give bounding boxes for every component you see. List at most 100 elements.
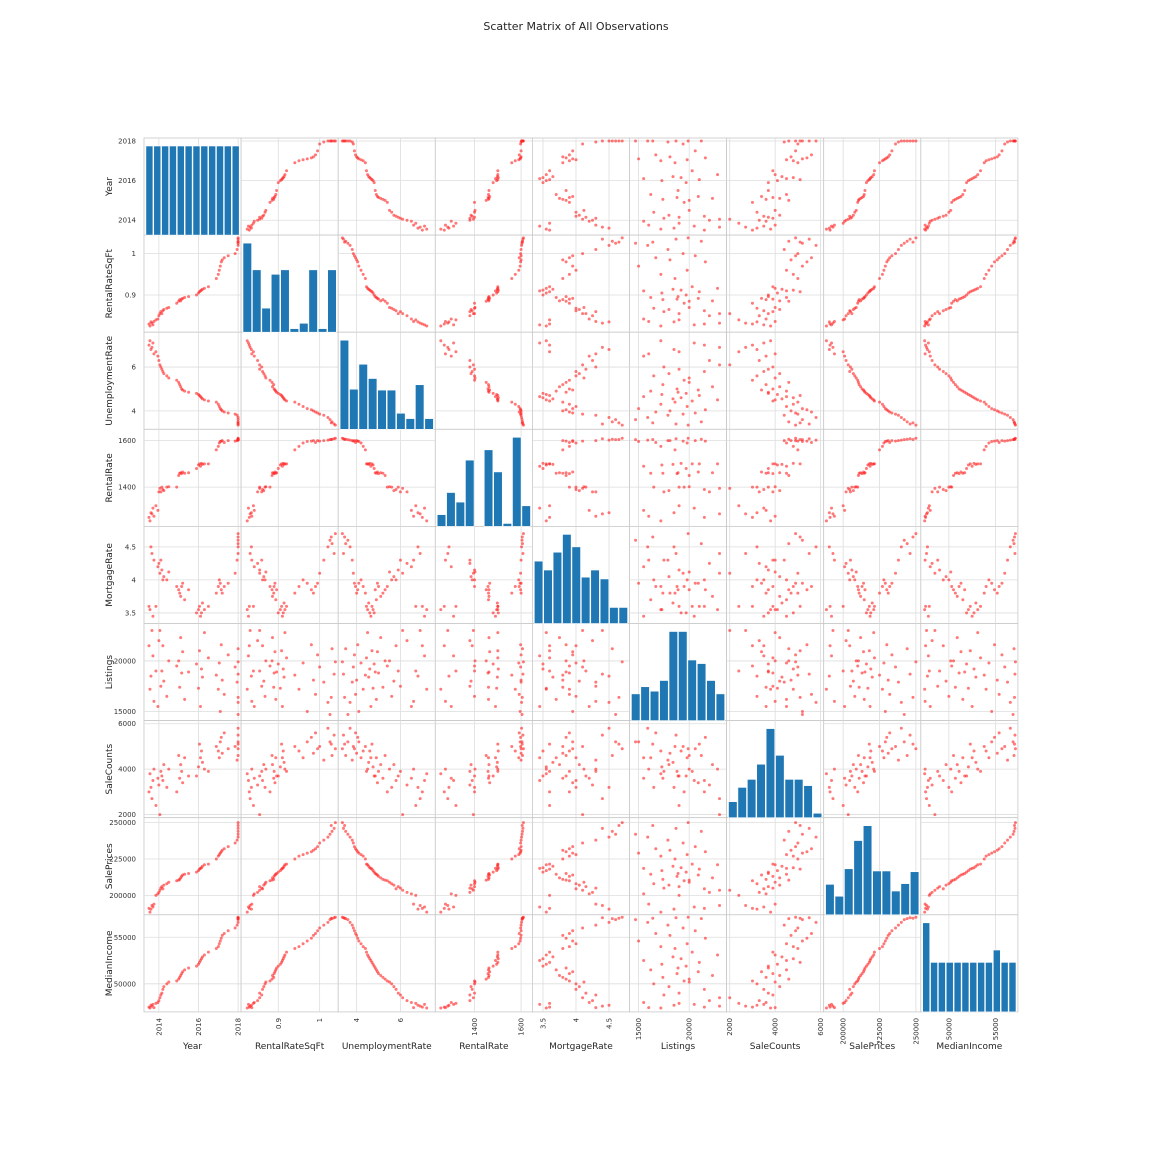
scatter-point-Year-UnemploymentRate-8	[405, 218, 409, 222]
scatter-point-SaleCounts-Listings-25	[660, 765, 664, 769]
scatter-point-MortgageRate-SaleCounts-29	[780, 601, 784, 605]
scatter-point-MortgageRate-Listings-36	[703, 588, 707, 592]
scatter-point-SaleCounts-Year-31	[206, 769, 210, 773]
scatter-point-MortgageRate-SalePrices-33	[880, 585, 884, 589]
scatter-point-MortgageRate-Year-31	[206, 604, 210, 608]
scatter-point-RentalRate-MortgageRate-15	[582, 485, 586, 489]
scatter-point-MedianIncome-MortgageRate-47	[620, 915, 624, 919]
scatter-point-MedianIncome-RentalRateSqFt-47	[333, 915, 337, 919]
scatter-point-MortgageRate-Listings-34	[685, 578, 689, 582]
scatter-point-SalePrices-MortgageRate-25	[544, 869, 548, 873]
y-tick-label-Year: 2014	[118, 217, 136, 225]
scatter-point-SaleCounts-Listings-17	[687, 754, 691, 758]
scatter-point-MedianIncome-SaleCounts-28	[791, 957, 795, 961]
y-tick-label-MortgageRate: 4.5	[125, 543, 136, 551]
scatter-point-SalePrices-SaleCounts-26	[798, 867, 802, 871]
scatter-point-Year-MedianIncome-36	[992, 156, 996, 160]
scatter-point-SalePrices-RentalRate-16	[473, 879, 477, 883]
scatter-point-Listings-MortgageRate-29	[551, 675, 555, 679]
scatter-point-Year-RentalRateSqFt-38	[314, 153, 318, 157]
scatter-point-MortgageRate-UnemploymentRate-22	[374, 598, 378, 602]
scatter-point-Listings-SalePrices-27	[868, 704, 872, 708]
scatter-point-RentalRate-Listings-33	[659, 444, 663, 448]
scatter-point-Listings-MedianIncome-27	[970, 704, 974, 708]
x-tick-label-MortgageRate: 4.5	[606, 1018, 614, 1029]
scatter-point-SaleCounts-RentalRate-36	[519, 735, 523, 739]
scatter-point-MedianIncome-RentalRate-31	[496, 950, 500, 954]
scatter-point-RentalRate-RentalRateSqFt-5	[250, 514, 254, 518]
scatter-point-Year-RentalRate-47	[521, 139, 525, 143]
scatter-point-UnemploymentRate-MortgageRate-22	[554, 389, 558, 393]
scatter-point-Listings-SalePrices-2	[827, 674, 831, 678]
scatter-point-Listings-RentalRate-12	[470, 644, 474, 648]
scatter-point-RentalRateSqFt-MortgageRate-42	[607, 243, 611, 247]
scatter-point-Listings-Year-26	[197, 649, 201, 653]
scatter-point-Listings-RentalRate-2	[447, 674, 451, 678]
scatter-point-RentalRateSqFt-UnemploymentRate-32	[363, 276, 367, 280]
scatter-point-UnemploymentRate-SalePrices-46	[911, 421, 915, 425]
histogram-bar-MortgageRate-7	[599, 578, 610, 624]
scatter-point-SalePrices-SaleCounts-31	[771, 862, 775, 866]
scatter-point-MortgageRate-Year-37	[220, 591, 224, 595]
scatter-point-MedianIncome-RentalRate-41	[519, 923, 523, 927]
scatter-point-SalePrices-SaleCounts-16	[750, 879, 754, 883]
scatter-point-MedianIncome-SalePrices-35	[883, 939, 887, 943]
scatter-point-UnemploymentRate-SalePrices-11	[850, 367, 854, 371]
scatter-point-RentalRateSqFt-MortgageRate-7	[587, 317, 591, 321]
histogram-bar-SaleCounts-3	[756, 763, 766, 818]
scatter-point-Listings-Year-39	[226, 653, 230, 657]
scatter-point-SalePrices-MedianIncome-31	[979, 862, 983, 866]
x-tick-label-SaleCounts: 4000	[772, 1018, 780, 1036]
scatter-point-UnemploymentRate-Listings-1	[659, 339, 663, 343]
scatter-point-MortgageRate-Listings-44	[699, 542, 703, 546]
scatter-point-RentalRate-SaleCounts-37	[789, 439, 793, 443]
scatter-point-Listings-UnemploymentRate-20	[377, 671, 381, 675]
scatter-point-Listings-SaleCounts-37	[789, 678, 793, 682]
histogram-bar-RentalRateSqFt-3	[270, 273, 281, 333]
scatter-point-MedianIncome-Year-30	[202, 953, 206, 957]
scatter-point-Listings-MortgageRate-43	[614, 713, 618, 717]
y-tick-label-RentalRateSqFt: 0.9	[125, 292, 136, 300]
scatter-point-RentalRate-Listings-1	[659, 519, 663, 523]
histogram-bar-RentalRate-5	[483, 449, 494, 527]
scatter-point-Year-UnemploymentRate-30	[366, 173, 370, 177]
scatter-point-UnemploymentRate-MortgageRate-43	[614, 418, 618, 422]
cell-Year-Listings	[629, 137, 727, 236]
scatter-point-RentalRate-RentalRateSqFt-6	[251, 504, 255, 508]
scatter-point-SalePrices-SaleCounts-44	[787, 829, 791, 833]
scatter-point-Listings-MedianIncome-34	[987, 661, 991, 665]
scatter-point-Year-MortgageRate-17	[564, 198, 568, 202]
scatter-point-RentalRate-MedianIncome-34	[987, 441, 991, 445]
scatter-point-Year-SaleCounts-29	[780, 175, 784, 179]
scatter-point-Listings-UnemploymentRate-31	[364, 656, 368, 660]
scatter-point-Year-MortgageRate-2	[607, 226, 611, 230]
scatter-point-SaleCounts-Year-4	[151, 779, 155, 783]
scatter-point-MortgageRate-UnemploymentRate-42	[348, 545, 352, 549]
scatter-point-SalePrices-MortgageRate-41	[594, 838, 598, 842]
scatter-point-RentalRate-SaleCounts-19	[778, 471, 782, 475]
scatter-point-MortgageRate-RentalRateSqFt-42	[326, 545, 330, 549]
scatter-point-MortgageRate-Year-21	[181, 581, 185, 585]
scatter-point-SaleCounts-Year-3	[150, 797, 154, 801]
scatter-point-Listings-RentalRateSqFt-2	[249, 674, 253, 678]
scatter-point-UnemploymentRate-Listings-16	[682, 378, 686, 382]
scatter-point-MedianIncome-RentalRateSqFt-35	[305, 939, 309, 943]
scatter-point-Year-MortgageRate-10	[594, 216, 598, 220]
scatter-point-MortgageRate-SalePrices-35	[883, 581, 887, 585]
scatter-point-MedianIncome-SaleCounts-2	[755, 1003, 759, 1007]
scatter-point-UnemploymentRate-MedianIncome-13	[944, 372, 948, 376]
scatter-point-SaleCounts-RentalRate-47	[521, 747, 525, 751]
scatter-point-MedianIncome-RentalRateSqFt-31	[285, 950, 289, 954]
scatter-point-Year-SaleCounts-14	[755, 210, 759, 214]
scatter-point-Listings-RentalRate-30	[496, 631, 500, 635]
scatter-point-RentalRateSqFt-Year-31	[206, 285, 210, 289]
scatter-point-MortgageRate-UnemploymentRate-37	[355, 591, 359, 595]
scatter-point-Listings-RentalRateSqFt-40	[318, 665, 322, 669]
scatter-point-RentalRateSqFt-Listings-18	[661, 298, 665, 302]
scatter-point-SaleCounts-RentalRateSqFt-10	[260, 769, 264, 773]
scatter-point-SaleCounts-SalePrices-47	[914, 747, 918, 751]
scatter-point-SaleCounts-MortgageRate-27	[538, 756, 542, 760]
scatter-point-SaleCounts-RentalRate-24	[491, 774, 495, 778]
scatter-point-MedianIncome-UnemploymentRate-36	[356, 936, 360, 940]
scatter-point-RentalRateSqFt-SaleCounts-26	[798, 290, 802, 294]
